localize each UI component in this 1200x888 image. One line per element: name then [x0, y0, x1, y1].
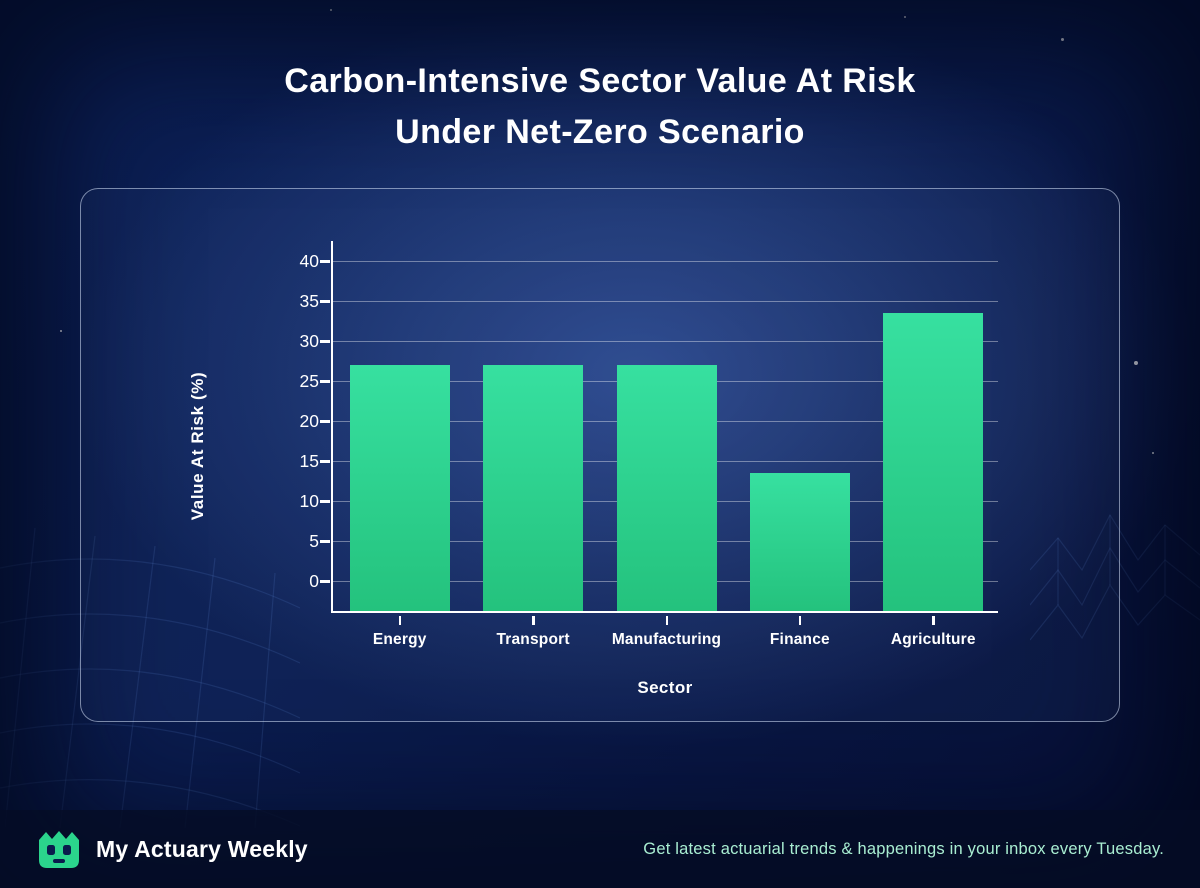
y-tick-mark [320, 500, 330, 503]
y-tick-label: 35 [299, 291, 319, 311]
x-axis-title: Sector [637, 678, 693, 697]
y-tick-label: 30 [299, 331, 319, 351]
bar-transport [483, 365, 584, 611]
background-star [1134, 361, 1138, 365]
footer-bar: My Actuary Weekly Get latest actuarial t… [0, 810, 1200, 888]
y-tick-label: 0 [309, 571, 319, 591]
gridline-y-35 [333, 301, 998, 302]
x-tick-mark [532, 616, 535, 625]
y-tick-mark [320, 380, 330, 383]
y-tick-label: 5 [309, 531, 319, 551]
bar-energy [349, 365, 450, 611]
x-tick-label-transport: Transport [496, 631, 570, 648]
y-tick-mark [320, 540, 330, 543]
y-tick-mark [320, 460, 330, 463]
chart-card: 0 5 10 15 20 25 30 35 40 Energy Transport Manufactu… [80, 188, 1120, 722]
y-tick-mark [320, 340, 330, 343]
background-star [904, 16, 906, 18]
y-tick-mark [320, 260, 330, 263]
brand-logo-icon [39, 831, 79, 868]
background-star [1061, 38, 1064, 41]
page-title: Carbon-Intensive Sector Value At Risk Un… [0, 56, 1200, 158]
y-tick-mark [320, 420, 330, 423]
y-tick-label: 25 [299, 371, 319, 391]
page-title-line1: Carbon-Intensive Sector Value At Risk [284, 62, 916, 100]
footer-tagline: Get latest actuarial trends & happenings… [643, 839, 1164, 858]
background-star [330, 9, 332, 11]
page-title-line2: Under Net-Zero Scenario [395, 113, 805, 151]
y-tick-label: 40 [299, 251, 319, 271]
x-tick-label-agriculture: Agriculture [890, 631, 976, 648]
x-tick-label-finance: Finance [769, 631, 830, 648]
y-tick-mark [320, 300, 330, 303]
x-tick-mark [665, 616, 668, 625]
x-tick-mark [932, 616, 935, 625]
x-tick-label-energy: Energy [372, 631, 427, 648]
x-tick-mark [798, 616, 802, 625]
background-star [1152, 452, 1154, 454]
bar-agriculture [883, 312, 984, 611]
y-tick-label: 15 [299, 451, 319, 471]
y-tick-mark [320, 580, 330, 583]
gridline-y-30 [333, 341, 998, 342]
gridline-y-40 [333, 261, 998, 262]
background-star [60, 330, 62, 332]
y-tick-label: 20 [299, 411, 319, 431]
y-tick-label: 10 [299, 491, 319, 511]
brand: My Actuary Weekly [36, 828, 308, 870]
bar-manufacturing [616, 365, 717, 611]
brand-name: My Actuary Weekly [96, 835, 308, 862]
bar-finance [749, 472, 850, 611]
x-tick-mark [398, 616, 402, 625]
bar-chart-plot-area: 0 5 10 15 20 25 30 35 40 Energy Transport Manufactu… [300, 241, 998, 648]
x-tick-label-manufacturing: Manufacturing [611, 631, 722, 648]
y-axis-title: Value At Risk (%) [188, 371, 207, 521]
